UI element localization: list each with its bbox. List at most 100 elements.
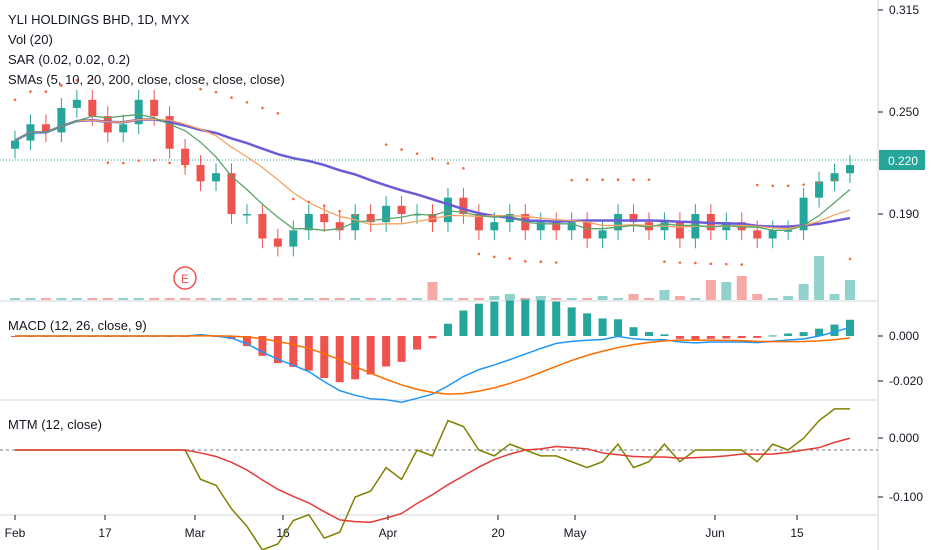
macd-histogram-bar — [382, 336, 391, 367]
volume-bar — [56, 298, 67, 300]
volume-label: Vol (20) — [8, 32, 53, 47]
sar-dot — [230, 96, 233, 99]
volume-bar — [211, 298, 222, 300]
sar-dot — [152, 158, 156, 162]
macd-histogram-bar — [629, 327, 638, 336]
volume-bar — [798, 284, 809, 300]
volume-bar — [149, 298, 160, 300]
sar-dot — [663, 260, 666, 264]
volume-bar — [350, 298, 361, 300]
sar-dot — [817, 181, 821, 185]
sar-dot — [833, 178, 836, 182]
macd-histogram-bar — [675, 336, 684, 339]
sar-dot — [369, 219, 372, 223]
candle — [320, 214, 329, 223]
volume-bar — [504, 294, 515, 300]
macd-histogram-bar — [799, 332, 808, 336]
candle — [675, 222, 684, 239]
candle — [459, 197, 468, 214]
macd-histogram-bar — [474, 303, 483, 336]
macd-histogram-bar — [830, 324, 839, 336]
volume-bar — [566, 298, 577, 300]
sar-dot — [91, 78, 94, 81]
price-tick-label: 0.250 — [889, 105, 919, 119]
volume-bar — [752, 294, 763, 300]
candle — [629, 214, 638, 223]
sar-dot — [539, 260, 543, 264]
volume-bar — [721, 282, 732, 300]
sar-dot — [508, 257, 512, 260]
volume-bar — [736, 276, 747, 300]
candle — [227, 173, 236, 214]
time-label: 15 — [790, 526, 804, 540]
sar-dot — [632, 178, 635, 182]
last-price-label: 0.220 — [888, 154, 918, 168]
sar-dot — [338, 209, 342, 213]
mtm-tick-label: -0.100 — [889, 490, 923, 504]
sar-dot — [44, 90, 48, 93]
candle — [72, 99, 81, 108]
candle — [614, 214, 623, 231]
candle — [181, 148, 190, 166]
macd-histogram-bar — [768, 335, 777, 337]
time-label: May — [564, 526, 587, 540]
sar-dot — [307, 200, 311, 204]
volume-bar — [319, 298, 330, 300]
volume-bar — [520, 298, 531, 300]
candle — [536, 222, 545, 231]
macd-histogram-bar — [366, 336, 375, 375]
sar-dot — [199, 87, 202, 91]
volume-bar — [643, 298, 654, 300]
time-label: 17 — [98, 526, 112, 540]
volume-bar — [674, 296, 685, 300]
candle — [598, 230, 607, 239]
candle — [134, 99, 143, 125]
sar-dot — [353, 213, 357, 217]
volume-bar — [164, 298, 175, 300]
volume-bar — [535, 296, 546, 300]
volume-bar — [489, 296, 500, 300]
sar-dot — [29, 90, 32, 93]
candle — [242, 214, 251, 216]
volume-bar — [767, 298, 778, 300]
sar-dot — [678, 261, 682, 264]
candle — [768, 230, 777, 239]
sar-dot — [724, 262, 728, 266]
candle — [335, 222, 344, 231]
volume-bar — [597, 296, 608, 300]
volume-bar — [195, 298, 206, 300]
volume-bar — [473, 298, 484, 300]
candle — [196, 165, 205, 182]
volume-bar — [40, 298, 51, 300]
sar-dot — [570, 178, 573, 182]
macd-histogram-bar — [815, 328, 824, 336]
macd-histogram-bar — [397, 336, 406, 362]
sar-dot — [786, 184, 790, 188]
volume-bar — [427, 282, 438, 300]
volume-bar — [10, 298, 20, 300]
volume-bar — [71, 298, 82, 300]
candle — [413, 214, 422, 216]
candle — [103, 116, 112, 133]
macd-histogram-bar — [304, 336, 313, 371]
macd-histogram-bar — [521, 299, 530, 336]
sar-dot — [384, 143, 388, 146]
volume-bar — [814, 256, 825, 300]
candle — [382, 205, 391, 223]
sar-dot — [13, 98, 17, 102]
macd-histogram-bar — [428, 336, 437, 339]
candle — [799, 197, 808, 231]
candle — [490, 222, 499, 231]
sar-label: SAR (0.02, 0.02, 0.2) — [8, 52, 131, 67]
macd-histogram-bar — [784, 333, 793, 336]
candle — [815, 181, 824, 198]
volume-bar — [690, 298, 701, 300]
candle — [583, 222, 592, 239]
candle — [846, 165, 854, 174]
macd-histogram-bar — [567, 307, 576, 336]
macd-tick-label: 0.000 — [889, 329, 919, 343]
volume-bar — [613, 298, 624, 300]
macd-histogram-bar — [320, 336, 329, 379]
sma-10-line — [14, 118, 851, 230]
